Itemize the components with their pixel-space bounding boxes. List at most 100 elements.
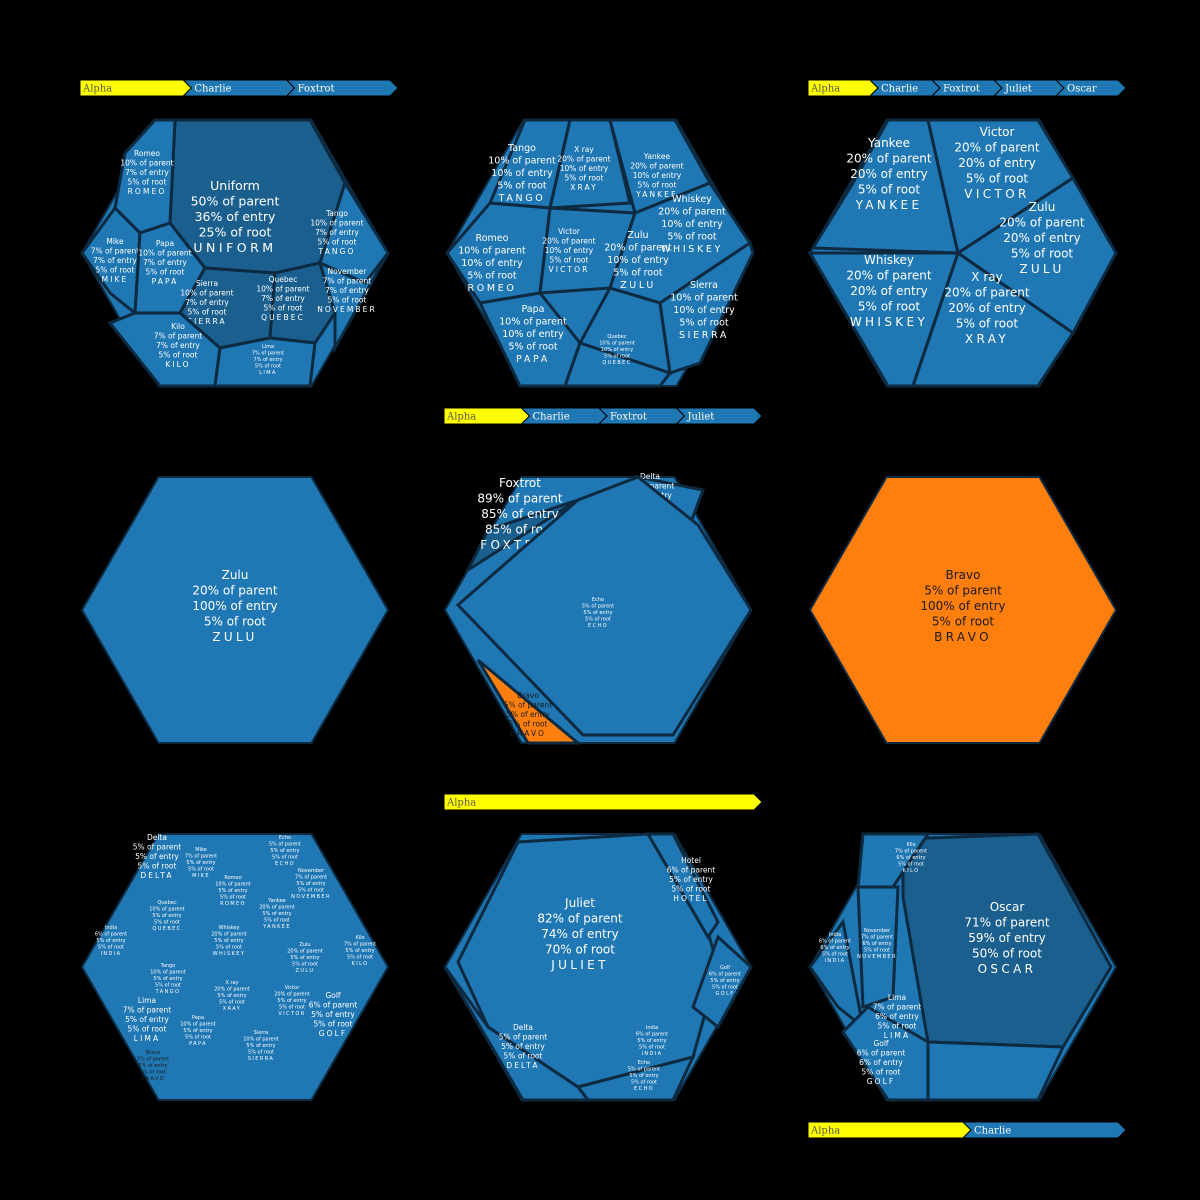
percent-of-root: 5% of root: [712, 985, 738, 991]
percent-of-root: 5% of root: [128, 1025, 167, 1034]
breadcrumb-segment-alpha[interactable]: [443, 793, 763, 811]
cell-id: MIKE: [102, 275, 129, 284]
cell-shape: [443, 966, 592, 1102]
percent-of-root: 5% of root: [185, 1035, 211, 1041]
cell-id: GOLF: [715, 991, 734, 997]
percent-of-root: 5% of root: [497, 181, 547, 192]
breadcrumb-segment-foxtrot[interactable]: [285, 79, 399, 97]
percent-of-root: 5% of root: [220, 895, 246, 901]
percent-of-root: 5% of root: [279, 1005, 305, 1011]
percent-of-root: 5% of root: [858, 300, 921, 314]
cell-id: YANKEE: [855, 198, 923, 212]
breadcrumb: Alpha: [443, 793, 763, 811]
percent-of-entry: 10% of entry: [545, 246, 594, 255]
breadcrumb-label: Juliet: [1004, 84, 1032, 95]
percent-of-entry: 5% of entry: [669, 875, 713, 884]
percent-of-root: 5% of root: [318, 238, 357, 247]
percent-of-entry: 5% of entry: [277, 998, 306, 1004]
percent-of-root: 5% of root: [98, 945, 124, 951]
cell-name: X ray: [971, 270, 1002, 284]
cell-id: OSCAR: [978, 962, 1037, 976]
percent-of-parent: 10% of parent: [150, 970, 186, 976]
percent-of-parent: 7% of parent: [154, 332, 203, 341]
percent-of-parent: 10% of parent: [180, 1022, 216, 1028]
hexagon-frame: [80, 476, 390, 744]
percent-of-parent: 20% of parent: [192, 584, 277, 598]
cell-id: ECHO: [588, 623, 608, 629]
percent-of-root: 5% of root: [858, 183, 921, 197]
percent-of-entry: 6% of entry: [820, 945, 849, 951]
percent-of-entry: 6% of entry: [862, 941, 891, 947]
cell-name: Juliet: [564, 896, 595, 910]
cell-name: Romeo: [476, 233, 509, 244]
breadcrumb-segment-oscar[interactable]: [1054, 79, 1127, 97]
percent-of-entry: 5% of entry: [135, 852, 179, 861]
percent-of-entry: 5% of entry: [629, 1073, 658, 1079]
breadcrumb-segment-juliet[interactable]: [675, 407, 763, 425]
cell-name: Bravo: [946, 568, 981, 582]
cell-name: November: [298, 868, 325, 874]
percent-of-root: 5% of root: [159, 351, 198, 360]
percent-of-parent: 7% of parent: [344, 942, 376, 948]
percent-of-entry: 10% of entry: [661, 219, 723, 230]
percent-of-entry: 5% of entry: [186, 860, 215, 866]
percent-of-entry: 5% of entry: [246, 1043, 275, 1049]
breadcrumb-segment-charlie[interactable]: [961, 1121, 1127, 1139]
percent-of-entry: 59% of entry: [968, 931, 1046, 945]
cell-name: India: [829, 932, 841, 938]
